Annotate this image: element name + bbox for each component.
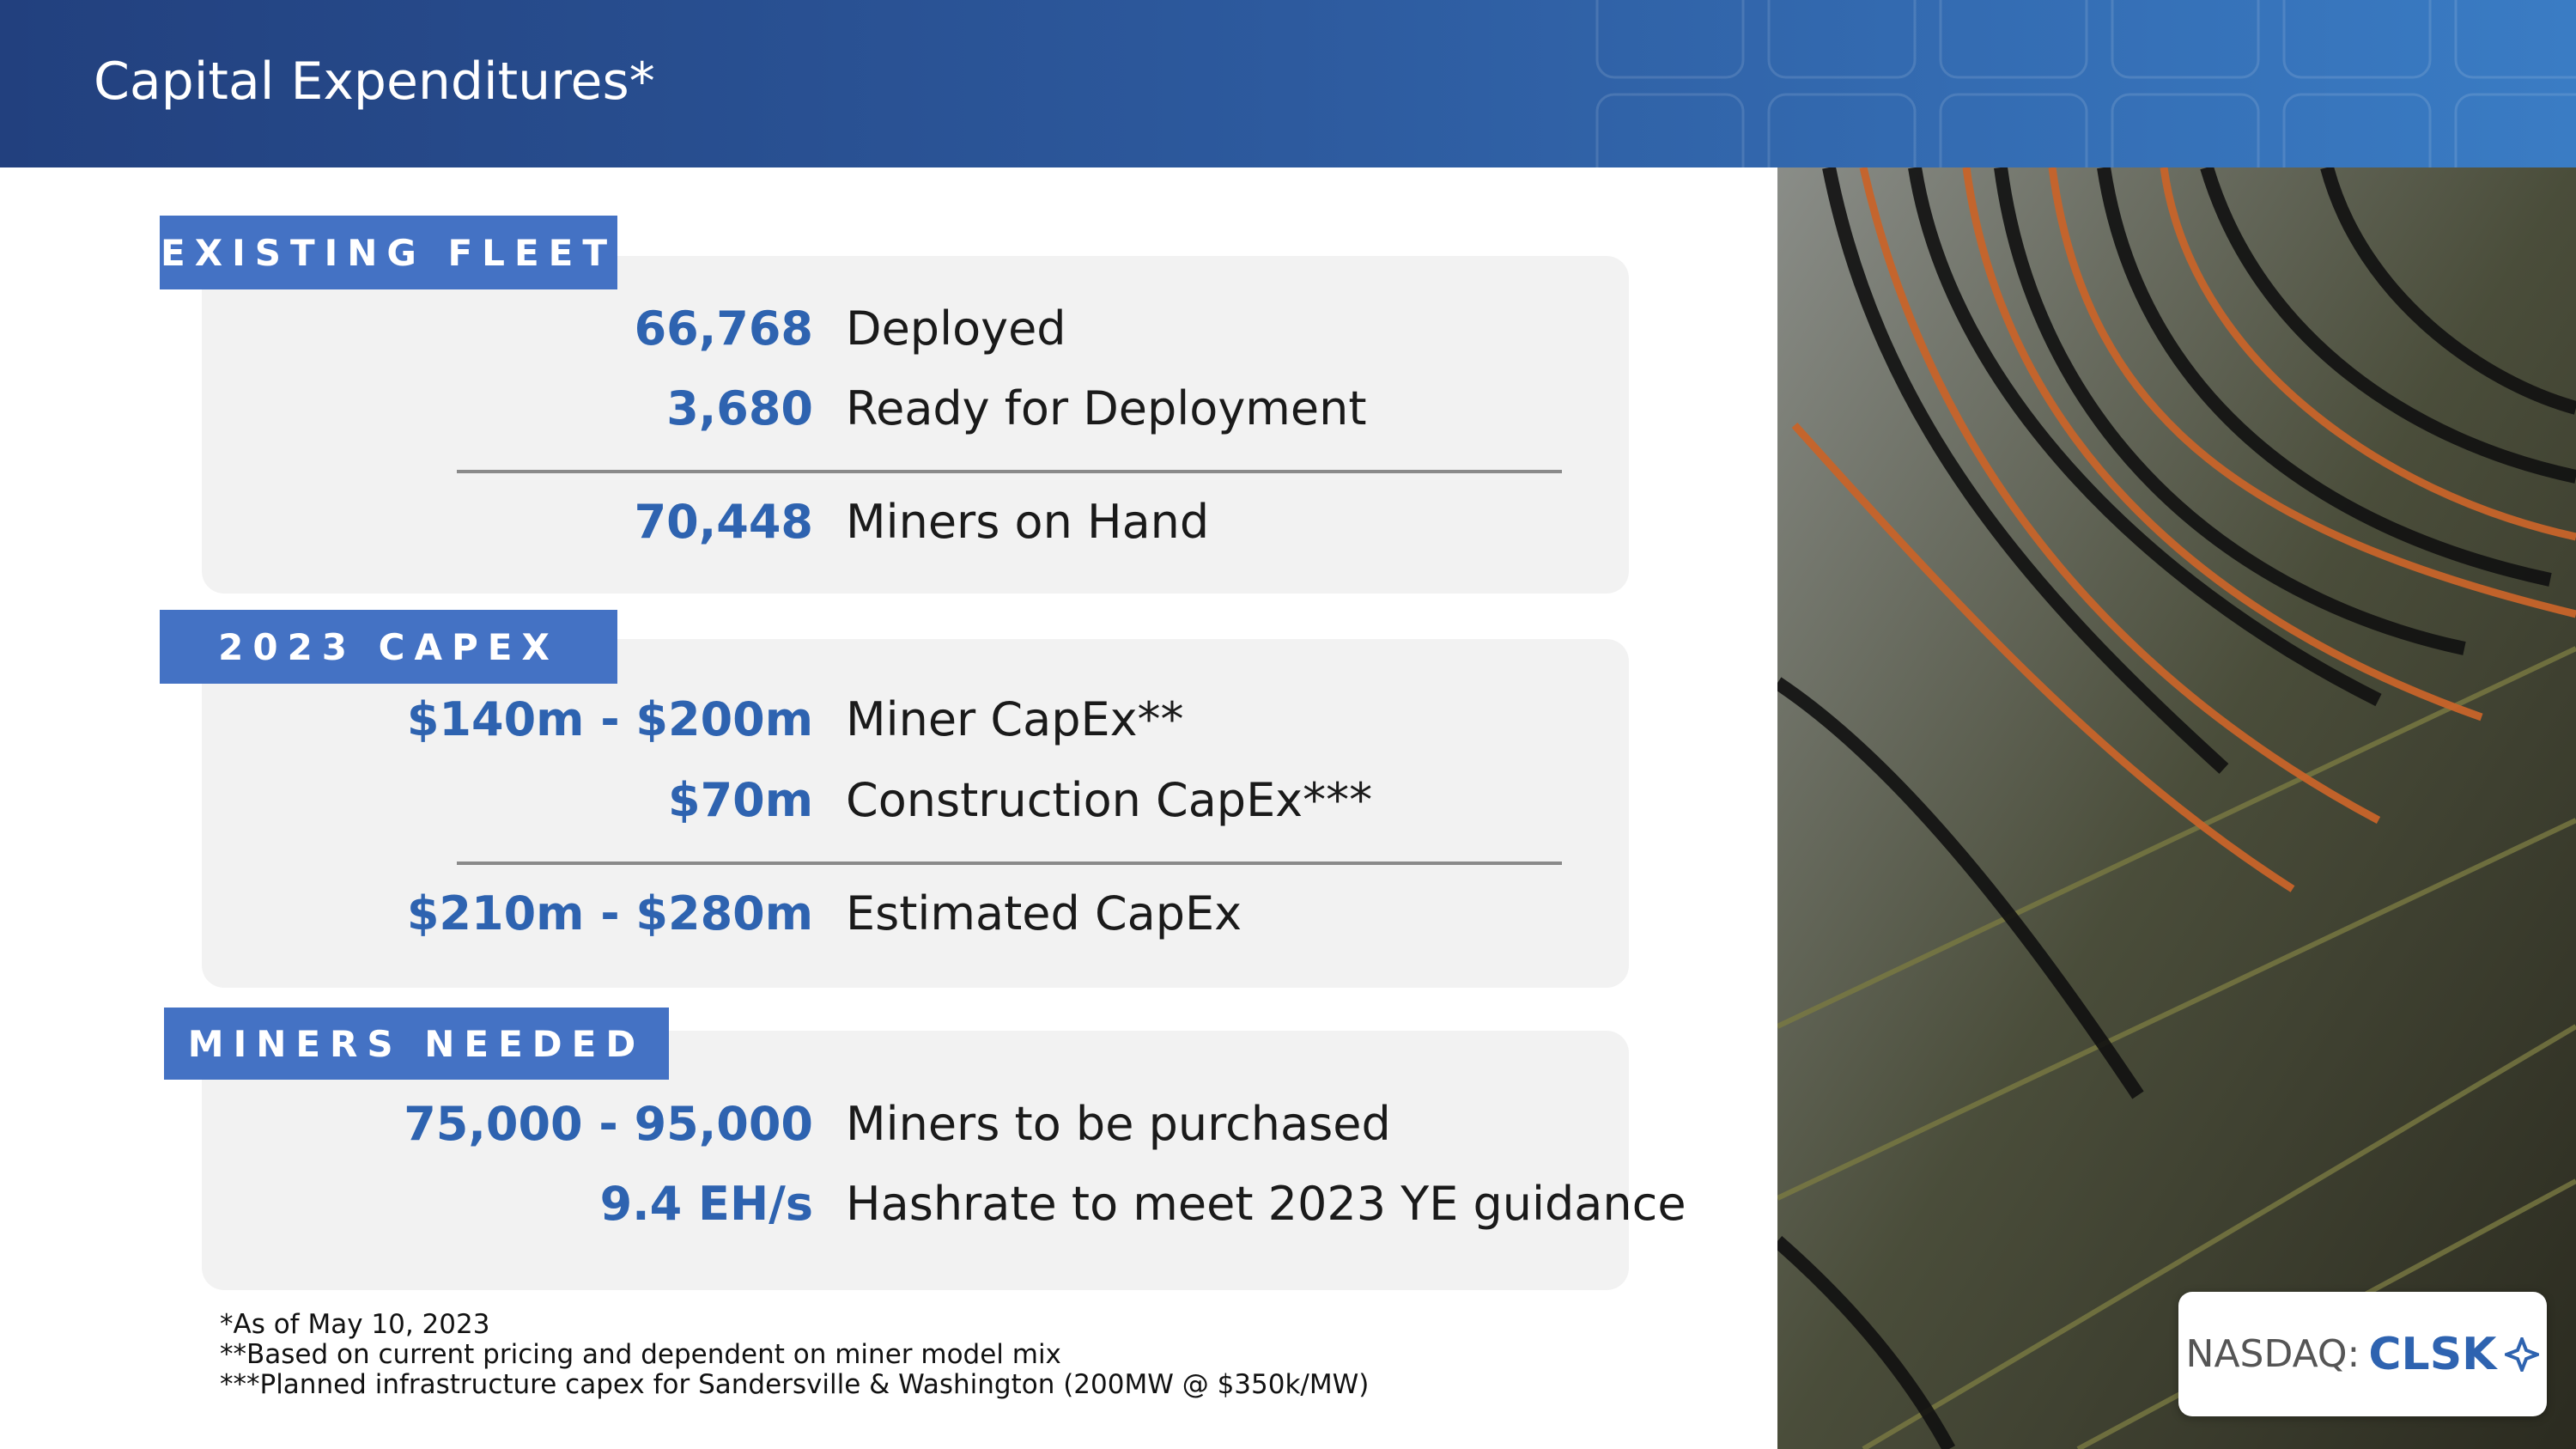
header-pattern: [1595, 0, 2576, 167]
ticker: CLSK: [2368, 1328, 2497, 1380]
value: 66,768: [634, 301, 813, 356]
section-heading: MINERS NEEDED: [164, 1008, 669, 1080]
divider: [457, 861, 1562, 865]
photo: [1777, 167, 2576, 1449]
title: Capital Expenditures*: [94, 52, 655, 112]
value: $210m - $280m: [406, 886, 813, 941]
section-heading: EXISTING FLEET: [160, 216, 617, 289]
footnote: ***Planned infrastructure capex for Sand…: [220, 1369, 1370, 1400]
value: $70m: [668, 773, 813, 827]
label: Construction CapEx***: [846, 773, 1373, 827]
label: Deployed: [846, 301, 1066, 356]
label: Miner CapEx**: [846, 692, 1184, 746]
panel: [202, 639, 1629, 988]
label: Estimated CapEx: [846, 886, 1242, 941]
value: 9.4 EH/s: [599, 1177, 813, 1231]
divider: [457, 470, 1562, 473]
footnote: *As of May 10, 2023: [220, 1309, 490, 1340]
value: 75,000 - 95,000: [404, 1097, 813, 1151]
exchange: NASDAQ:: [2185, 1332, 2360, 1376]
logo-star: [2505, 1336, 2540, 1372]
value: 70,448: [634, 495, 813, 549]
label: Hashrate to meet 2023 YE guidance: [846, 1177, 1686, 1231]
label: Ready for Deployment: [846, 381, 1367, 435]
label: Miners to be purchased: [846, 1097, 1391, 1151]
header-bar: [0, 0, 2576, 167]
panel: [202, 256, 1629, 594]
value: 3,680: [666, 381, 813, 435]
label: Miners on Hand: [846, 495, 1210, 549]
footnote: **Based on current pricing and dependent…: [220, 1339, 1061, 1370]
value: $140m - $200m: [406, 692, 813, 746]
ticker-badge: NASDAQ: CLSK: [2178, 1292, 2547, 1416]
section-heading: 2023 CAPEX: [160, 610, 617, 684]
